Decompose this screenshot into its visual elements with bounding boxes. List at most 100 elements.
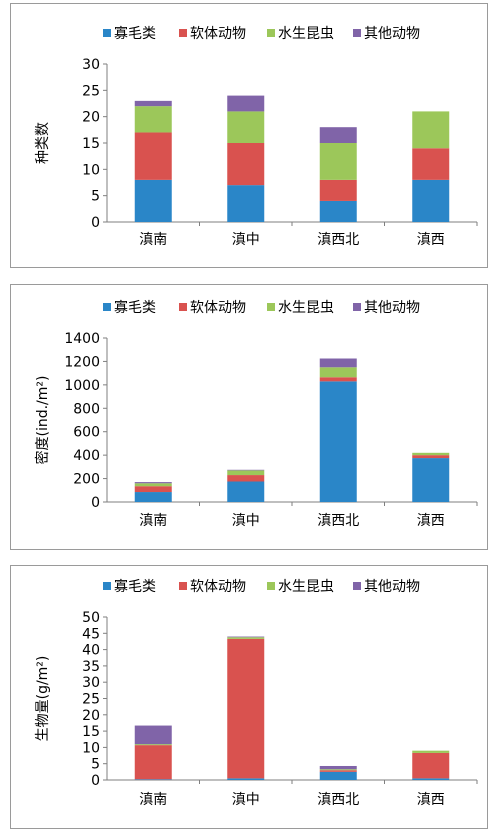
bar-segment [227, 185, 265, 222]
bar-segment [412, 179, 450, 222]
legend-item: 其他动物 [353, 300, 420, 316]
bar-segment [134, 744, 172, 746]
legend-item: 水生昆虫 [267, 26, 334, 42]
bar-segment [319, 381, 357, 502]
legend-swatch [353, 582, 361, 590]
legend-item: 水生昆虫 [267, 579, 334, 595]
legend-label: 寡毛类 [114, 299, 156, 316]
legend-label: 软体动物 [190, 300, 246, 316]
bar-segment [134, 179, 172, 222]
bar-segment [134, 492, 172, 502]
y-tick-label: 40 [82, 643, 100, 659]
y-tick-label: 20 [82, 708, 100, 724]
bar-segment [319, 358, 357, 368]
y-tick-label: 15 [82, 724, 100, 740]
x-tick-label: 滇中 [232, 792, 260, 808]
bar-segment [134, 100, 172, 107]
chart-panel-species: 寡毛类 软体动物 水生昆虫 其他动物 0 5 10 15 20 25 30 种类数 滇南 滇中 滇西北 滇西 [10, 3, 488, 268]
legend-label: 其他动物 [364, 26, 420, 42]
bar-segment [227, 637, 265, 639]
y-tick-label: 0 [91, 215, 100, 231]
legend-label: 水生昆虫 [278, 26, 334, 42]
bar-segment [412, 111, 450, 149]
legend-label: 其他动物 [364, 300, 420, 316]
y-tick-label: 1400 [64, 331, 100, 347]
bar-segment [412, 452, 450, 456]
bar-segment [227, 143, 265, 186]
x-tick-label: 滇西 [417, 792, 445, 808]
bar-segment [227, 111, 265, 143]
legend-item: 软体动物 [179, 579, 246, 595]
y-tick-label: 5 [91, 189, 100, 205]
y-tick-label: 20 [82, 110, 100, 126]
chart-panel-density: 寡毛类 软体动物 水生昆虫 其他动物 0 200 400 600 800 1000 1200 1400… [10, 284, 488, 550]
y-tick-label: 1200 [64, 354, 100, 370]
legend-swatch [103, 582, 111, 590]
bar-segment [134, 106, 172, 133]
legend-swatch [103, 303, 111, 311]
bar-segment [319, 377, 357, 382]
legend-label: 软体动物 [190, 579, 246, 595]
bar-segment [134, 132, 172, 180]
legend-item: 其他动物 [353, 26, 420, 42]
y-tick-label: 35 [82, 659, 100, 675]
legend-item: 软体动物 [179, 26, 246, 42]
bar-segment [412, 148, 450, 180]
x-tick-label: 滇西 [417, 513, 445, 529]
legend-item: 寡毛类 [103, 299, 156, 316]
legend-label: 水生昆虫 [278, 579, 334, 595]
bar-segment [319, 771, 357, 780]
y-tick-label: 10 [82, 162, 100, 178]
y-tick-label: 10 [82, 740, 100, 756]
chart-panel-biomass: 寡毛类 软体动物 水生昆虫 其他动物 0 5 10 15 20 25 30 35 40 45 50 生物量(g… [10, 565, 488, 829]
y-axis-title: 种类数 [35, 122, 51, 164]
y-tick-label: 5 [91, 757, 100, 773]
bar-segment [134, 779, 172, 780]
legend-swatch [353, 303, 361, 311]
x-tick-label: 滇西北 [317, 792, 359, 808]
bar-segment [412, 455, 450, 459]
y-tick-label: 0 [91, 773, 100, 789]
bar-segment [227, 636, 265, 638]
legend-swatch [179, 582, 187, 590]
bar-segment [227, 778, 265, 780]
legend-label: 其他动物 [364, 579, 420, 595]
bar-segment [134, 482, 172, 484]
y-tick-label: 45 [82, 626, 100, 642]
bar-segment [319, 200, 357, 222]
chart-density: 寡毛类 软体动物 水生昆虫 其他动物 0 200 400 600 800 1000 1200 1400… [34, 299, 478, 529]
bar-segment [319, 143, 357, 180]
legend-label: 寡毛类 [114, 578, 156, 595]
y-tick-label: 30 [82, 57, 100, 73]
x-tick-label: 滇中 [232, 513, 260, 529]
legend-swatch [267, 29, 275, 37]
legend-label: 寡毛类 [114, 25, 156, 42]
legend-swatch [103, 29, 111, 37]
x-tick-label: 滇西北 [317, 513, 359, 529]
x-tick-label: 滇南 [139, 232, 167, 248]
bar-segment [134, 725, 172, 745]
bar-segment [319, 765, 357, 770]
bar-segment [319, 367, 357, 378]
legend-item: 寡毛类 [103, 578, 156, 595]
legend-item: 其他动物 [353, 579, 420, 595]
x-tick-label: 滇中 [232, 232, 260, 248]
y-tick-label: 0 [91, 495, 100, 511]
y-tick-label: 1000 [64, 378, 100, 394]
bar-segment [227, 638, 265, 779]
bar-segment [134, 483, 172, 487]
legend-swatch [267, 582, 275, 590]
bar-segment [227, 470, 265, 476]
legend-label: 软体动物 [190, 26, 246, 42]
y-tick-label: 800 [73, 401, 100, 417]
bar-segment [319, 770, 357, 772]
x-tick-label: 滇西北 [317, 232, 359, 248]
bar-segment [319, 179, 357, 201]
legend-swatch [267, 303, 275, 311]
y-tick-label: 400 [73, 448, 100, 464]
bar-segment [227, 469, 265, 471]
y-axis-title: 密度(ind./m²) [34, 376, 51, 465]
legend-swatch [179, 29, 187, 37]
bar-segment [319, 769, 357, 771]
